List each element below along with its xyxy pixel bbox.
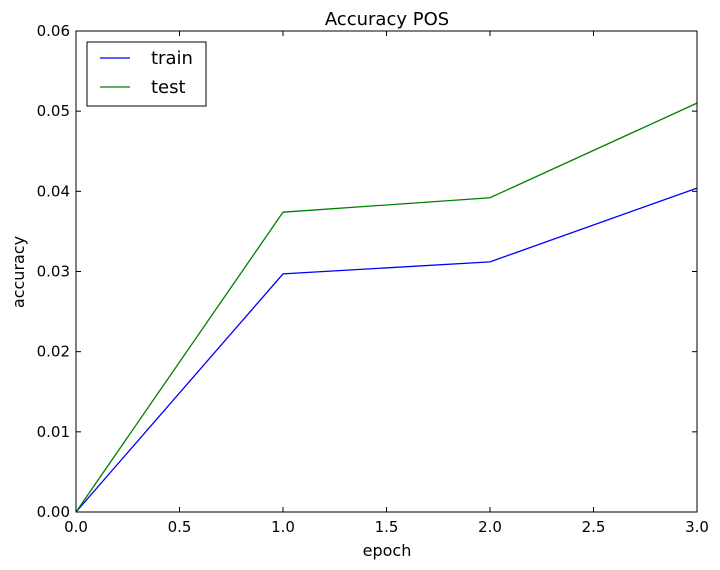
y-tick-label: 0.04 (37, 182, 70, 200)
x-axis-title: epoch (363, 541, 412, 560)
legend: train test (86, 41, 207, 107)
x-tick-label: 2.5 (582, 518, 606, 536)
x-tick-label: 0.0 (64, 518, 88, 536)
x-tick-label: 1.0 (271, 518, 295, 536)
series-line-test (75, 102, 698, 513)
y-tick-label: 0.03 (37, 263, 70, 281)
plot-frame (75, 30, 698, 513)
y-tick-label: 0.05 (37, 102, 70, 120)
ticks-layer: 0.0 0.5 1.0 1.5 2.0 2.5 3.0 0.00 0.01 0.02 0.03 0.0… (37, 22, 709, 536)
y-axis-title: accuracy (9, 236, 28, 308)
x-tick-label: 3.0 (685, 518, 709, 536)
y-tick-label: 0.00 (37, 503, 70, 521)
x-tick-label: 2.0 (478, 518, 502, 536)
series-layer (75, 102, 698, 513)
chart-title: Accuracy POS (325, 9, 449, 30)
y-tick-label: 0.06 (37, 22, 70, 40)
x-tick-label: 1.5 (375, 518, 399, 536)
legend-label-test: test (151, 77, 186, 98)
legend-box (86, 41, 207, 107)
y-tick-label: 0.01 (37, 423, 70, 441)
legend-label-train: train (151, 48, 193, 69)
series-line-train (75, 187, 698, 513)
y-tick-label: 0.02 (37, 343, 70, 361)
x-tick-label: 0.5 (168, 518, 192, 536)
